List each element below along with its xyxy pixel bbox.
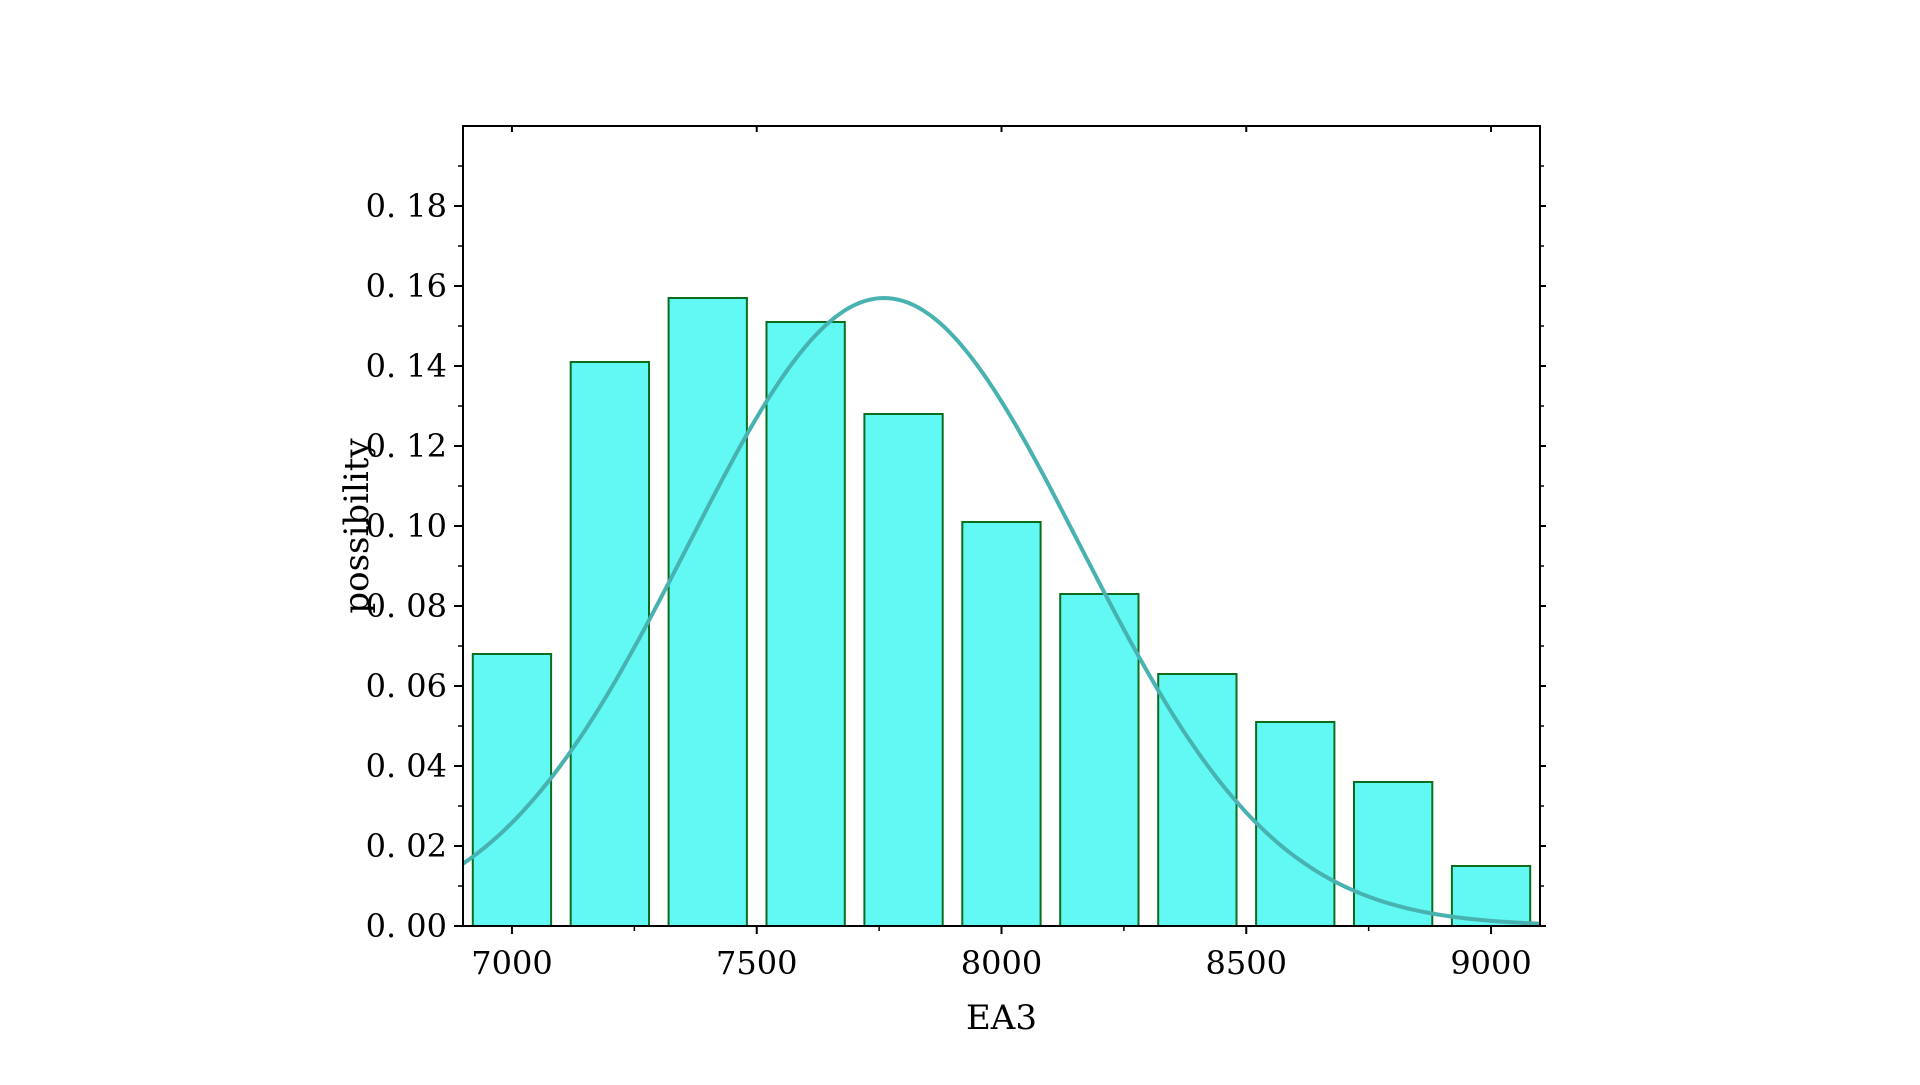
y-tick-label: 0. 02 [366,827,447,865]
y-tick-label: 0. 14 [366,347,447,385]
tick-labels-layer: 0. 00 0. 02 0. 04 0. 06 0. 08 0. 10 0. 12 0. 14… [366,187,1532,982]
x-tick-label: 8000 [961,944,1042,982]
bars-layer [471,297,1532,927]
y-tick-label: 0. 12 [366,427,447,465]
histogram-bar-1 [471,653,553,927]
y-tick-label: 0. 06 [366,667,447,705]
y-tick-label: 0. 10 [366,507,447,545]
x-tick-label: 8500 [1206,944,1287,982]
fit-curve [461,295,1541,926]
y-tick-label: 0. 00 [366,907,447,945]
histogram-bar-6 [961,521,1042,927]
x-tick-label: 7500 [716,944,797,982]
x-tick-label: 9000 [1450,944,1531,982]
histogram-bar-9 [1255,721,1336,927]
histogram-bar-5 [863,413,944,927]
histogram-bar-3 [667,297,748,927]
histogram-bar-4 [765,321,846,927]
axes-layer [454,125,1546,934]
y-axis-label: possibility [337,438,377,614]
histogram-bar-10 [1353,781,1434,927]
y-tick-label: 0. 18 [366,187,447,225]
y-tick-label: 0. 04 [366,747,447,785]
histogram-bar-7 [1059,593,1140,927]
x-axis-label: EA3 [966,998,1037,1038]
histogram-bar-8 [1157,673,1238,927]
x-tick-label: 7000 [471,944,552,982]
y-tick-label: 0. 08 [366,587,447,625]
y-tick-label: 0. 16 [366,267,447,305]
fit-curve-layer [461,295,1541,926]
